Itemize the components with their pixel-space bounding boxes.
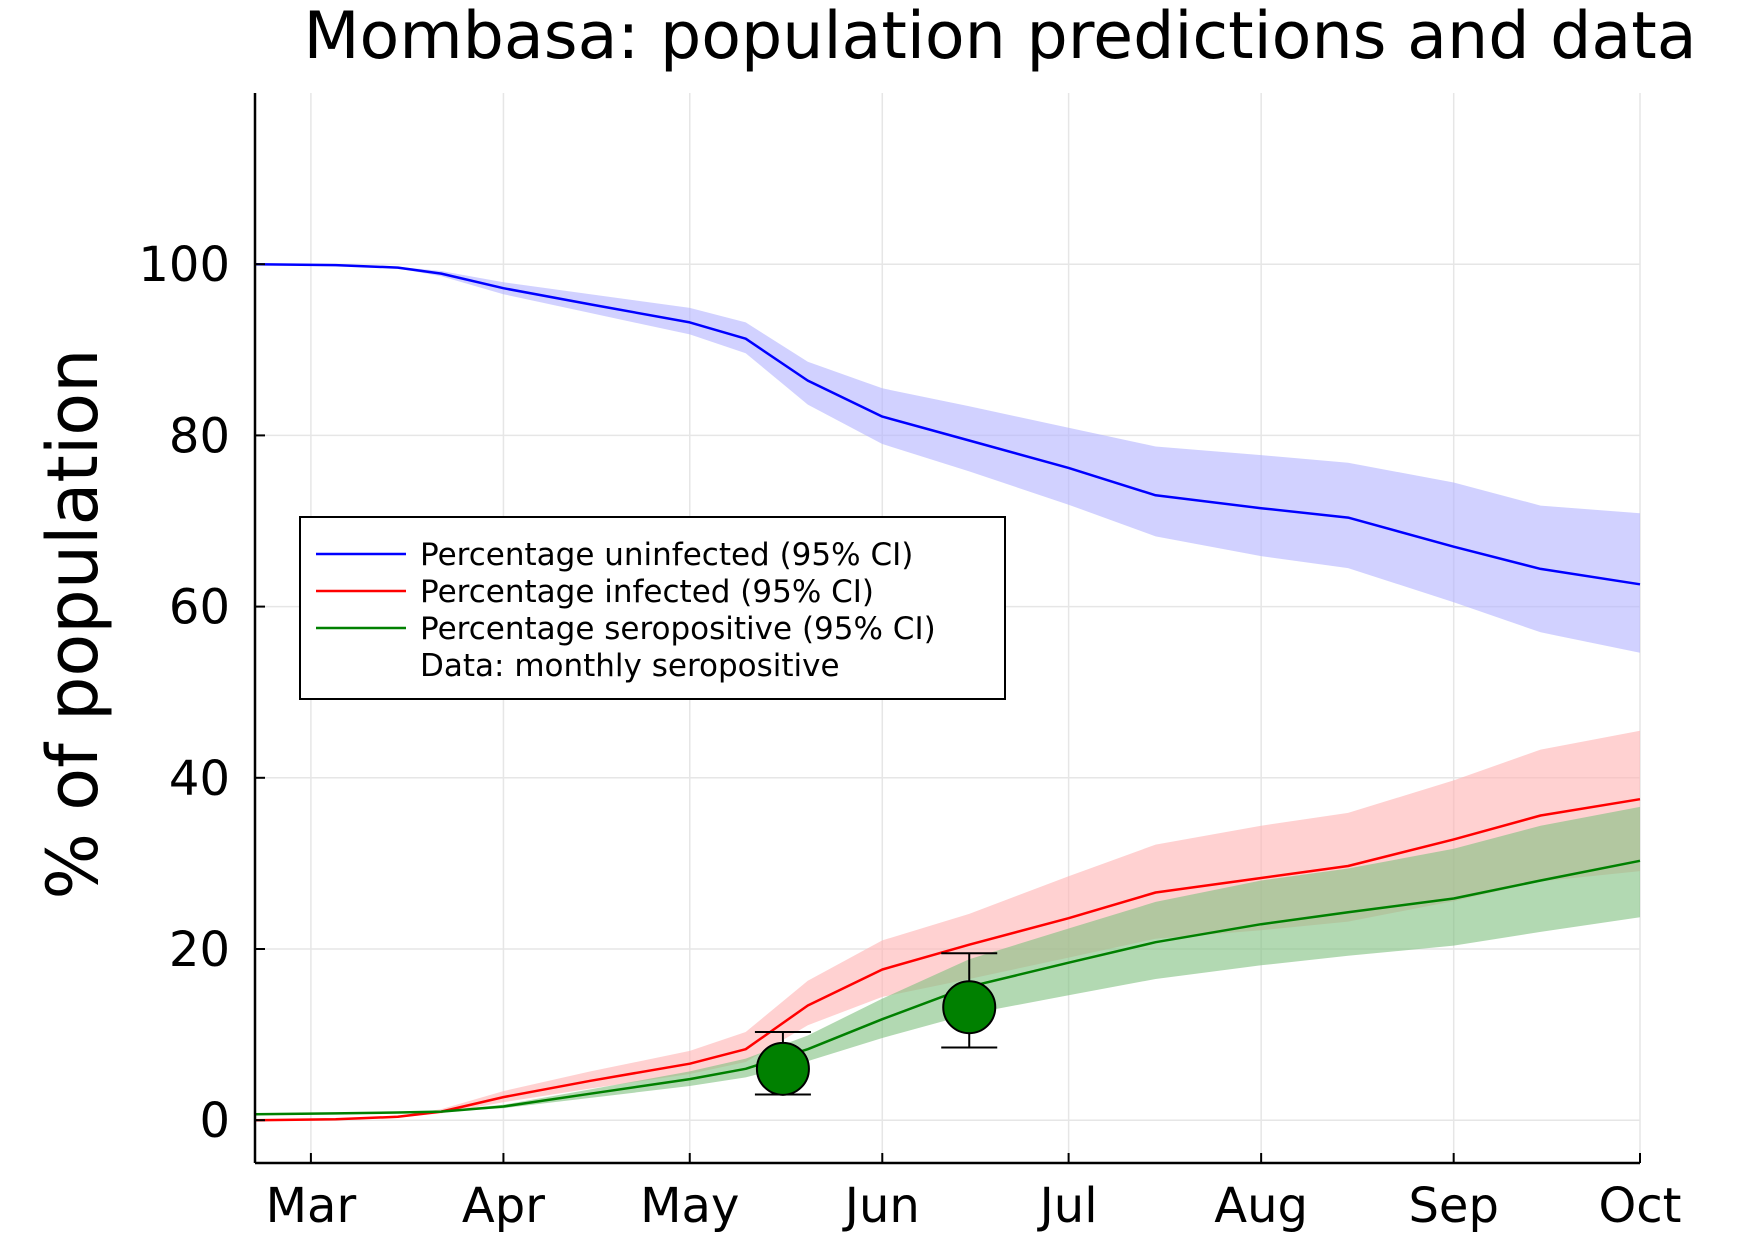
x-tick-label: Apr (462, 1178, 545, 1234)
x-tick-label: Sep (1408, 1178, 1498, 1234)
x-tick-label: Aug (1214, 1178, 1308, 1234)
data-point (755, 1041, 810, 1096)
y-tick-label: 80 (169, 408, 230, 464)
chart-title: Mombasa: population predictions and data (303, 0, 1696, 74)
confidence-band (255, 264, 1640, 653)
x-tick-label: Oct (1599, 1178, 1682, 1234)
series-line (254, 262, 1641, 586)
x-tick-label: Mar (266, 1178, 357, 1234)
y-tick-label: 60 (169, 580, 230, 636)
x-tick-label: May (640, 1178, 739, 1234)
data-point (942, 980, 997, 1035)
series-line (254, 859, 1641, 1116)
x-tick-label: Jun (842, 1178, 920, 1234)
series-lines (254, 262, 1641, 1122)
y-axis-label: % of population (32, 349, 114, 900)
x-ticks: Mar Apr May Jun Jul Aug Sep Oct (266, 1153, 1682, 1234)
legend-label: Data: monthly seropositive (420, 648, 840, 684)
data-markers (754, 952, 998, 1096)
legend-label: Percentage seropositive (95% CI) (420, 611, 936, 647)
confidence-band (255, 806, 1640, 1115)
x-tick-label: Jul (1037, 1178, 1098, 1234)
y-tick-label: 100 (138, 237, 230, 293)
y-tick-label: 40 (169, 751, 230, 807)
legend: Percentage uninfected (95% CI)Percentage… (299, 516, 1006, 700)
confidence-bands (255, 264, 1640, 1121)
legend-label: Percentage infected (95% CI) (420, 574, 874, 610)
legend-label: Percentage uninfected (95% CI) (420, 537, 913, 573)
y-tick-label: 20 (169, 922, 230, 978)
legend-box (299, 516, 1006, 700)
y-ticks: 0 20 40 60 80 100 (138, 237, 265, 1149)
y-tick-label: 0 (199, 1093, 230, 1149)
confidence-band (255, 730, 1640, 1121)
